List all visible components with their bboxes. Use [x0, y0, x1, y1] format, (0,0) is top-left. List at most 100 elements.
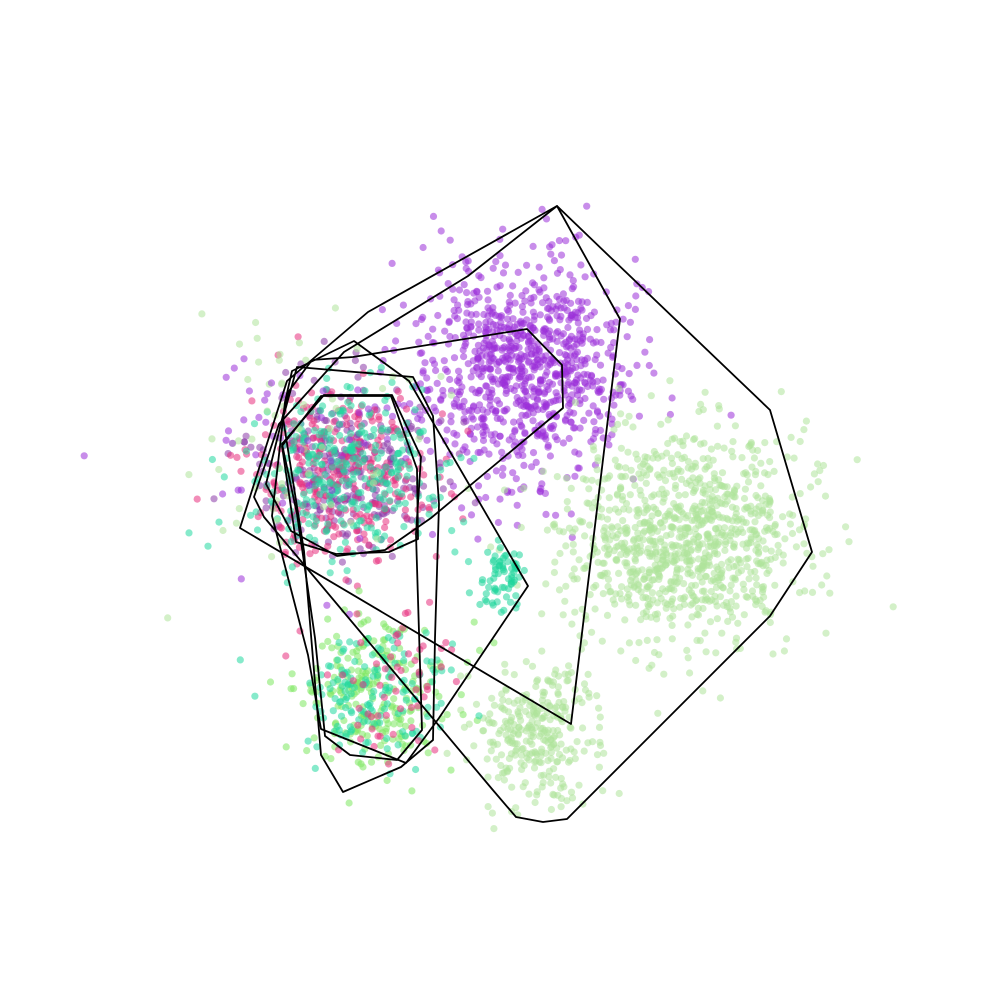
data-point: [547, 754, 555, 763]
data-point: [472, 310, 480, 318]
data-point: [546, 703, 554, 711]
data-point: [605, 494, 613, 502]
data-point: [711, 592, 719, 600]
data-point: [603, 515, 612, 523]
data-point: [484, 803, 492, 811]
data-point: [361, 475, 369, 483]
data-point: [549, 397, 558, 405]
data-point: [677, 554, 686, 562]
data-point: [718, 567, 726, 575]
data-point: [208, 455, 216, 464]
data-point: [539, 714, 547, 722]
data-point: [429, 665, 437, 674]
data-point: [374, 454, 382, 462]
data-point: [305, 469, 313, 477]
data-point: [476, 448, 484, 457]
data-point: [553, 436, 561, 444]
data-point: [557, 251, 566, 259]
data-point: [488, 809, 496, 817]
data-point: [542, 580, 550, 588]
data-point: [567, 344, 575, 352]
data-point: [310, 734, 318, 742]
data-point: [562, 391, 570, 399]
data-point: [670, 605, 678, 613]
data-point: [353, 468, 361, 476]
data-point: [557, 774, 565, 783]
data-point: [465, 589, 473, 597]
data-point: [699, 489, 707, 497]
data-point: [619, 315, 627, 323]
data-point: [580, 564, 588, 573]
data-point: [244, 375, 252, 384]
data-point: [623, 333, 631, 341]
data-point: [627, 466, 635, 474]
data-point: [732, 634, 741, 642]
data-point: [630, 544, 639, 552]
data-point: [474, 535, 482, 543]
data-point: [323, 601, 331, 609]
data-point: [390, 433, 398, 441]
data-point: [425, 510, 433, 518]
data-point: [569, 548, 577, 556]
data-point: [646, 552, 654, 560]
data-point: [352, 454, 360, 462]
data-point: [492, 258, 500, 266]
data-point: [546, 243, 554, 251]
data-point: [519, 451, 527, 460]
data-point: [498, 448, 506, 456]
data-point: [572, 308, 580, 316]
data-point: [593, 466, 601, 474]
hull-outline-2: [239, 205, 621, 725]
data-point: [684, 654, 692, 662]
data-point: [278, 480, 286, 488]
data-point: [317, 407, 325, 415]
data-point: [338, 477, 347, 485]
data-point: [437, 395, 445, 403]
data-point: [255, 413, 263, 421]
data-point: [370, 742, 378, 751]
data-point: [625, 506, 633, 514]
data-point: [535, 263, 543, 271]
data-point: [429, 493, 437, 501]
data-point: [439, 485, 447, 493]
data-point: [568, 794, 577, 802]
data-point: [695, 533, 703, 541]
data-point: [561, 368, 570, 376]
data-point: [596, 426, 605, 434]
data-point: [771, 581, 779, 589]
data-point: [290, 438, 298, 446]
data-point: [521, 297, 529, 305]
data-point: [593, 326, 601, 334]
data-point: [739, 518, 748, 526]
data-point: [237, 467, 245, 475]
data-point: [513, 501, 521, 509]
data-point: [489, 264, 497, 272]
data-point: [406, 400, 414, 408]
data-point: [276, 350, 284, 358]
data-point: [727, 581, 735, 589]
data-point: [668, 394, 676, 402]
data-point: [615, 463, 624, 471]
data-point: [621, 616, 629, 624]
data-point: [528, 662, 537, 670]
data-point: [783, 453, 791, 461]
data-point: [516, 704, 524, 712]
data-point: [418, 349, 426, 357]
data-point: [370, 637, 378, 645]
data-point: [370, 426, 378, 434]
data-point: [589, 442, 597, 450]
data-point: [721, 546, 729, 555]
data-point: [684, 458, 693, 466]
data-point: [722, 599, 731, 607]
data-point: [524, 410, 532, 418]
data-point: [744, 504, 752, 512]
data-point: [227, 451, 235, 459]
data-point: [354, 386, 362, 394]
data-point: [422, 629, 430, 637]
data-point: [713, 602, 721, 610]
data-point: [348, 498, 356, 506]
data-point: [503, 324, 511, 332]
data-point: [326, 685, 334, 693]
data-point: [386, 683, 394, 692]
data-point: [677, 594, 685, 603]
